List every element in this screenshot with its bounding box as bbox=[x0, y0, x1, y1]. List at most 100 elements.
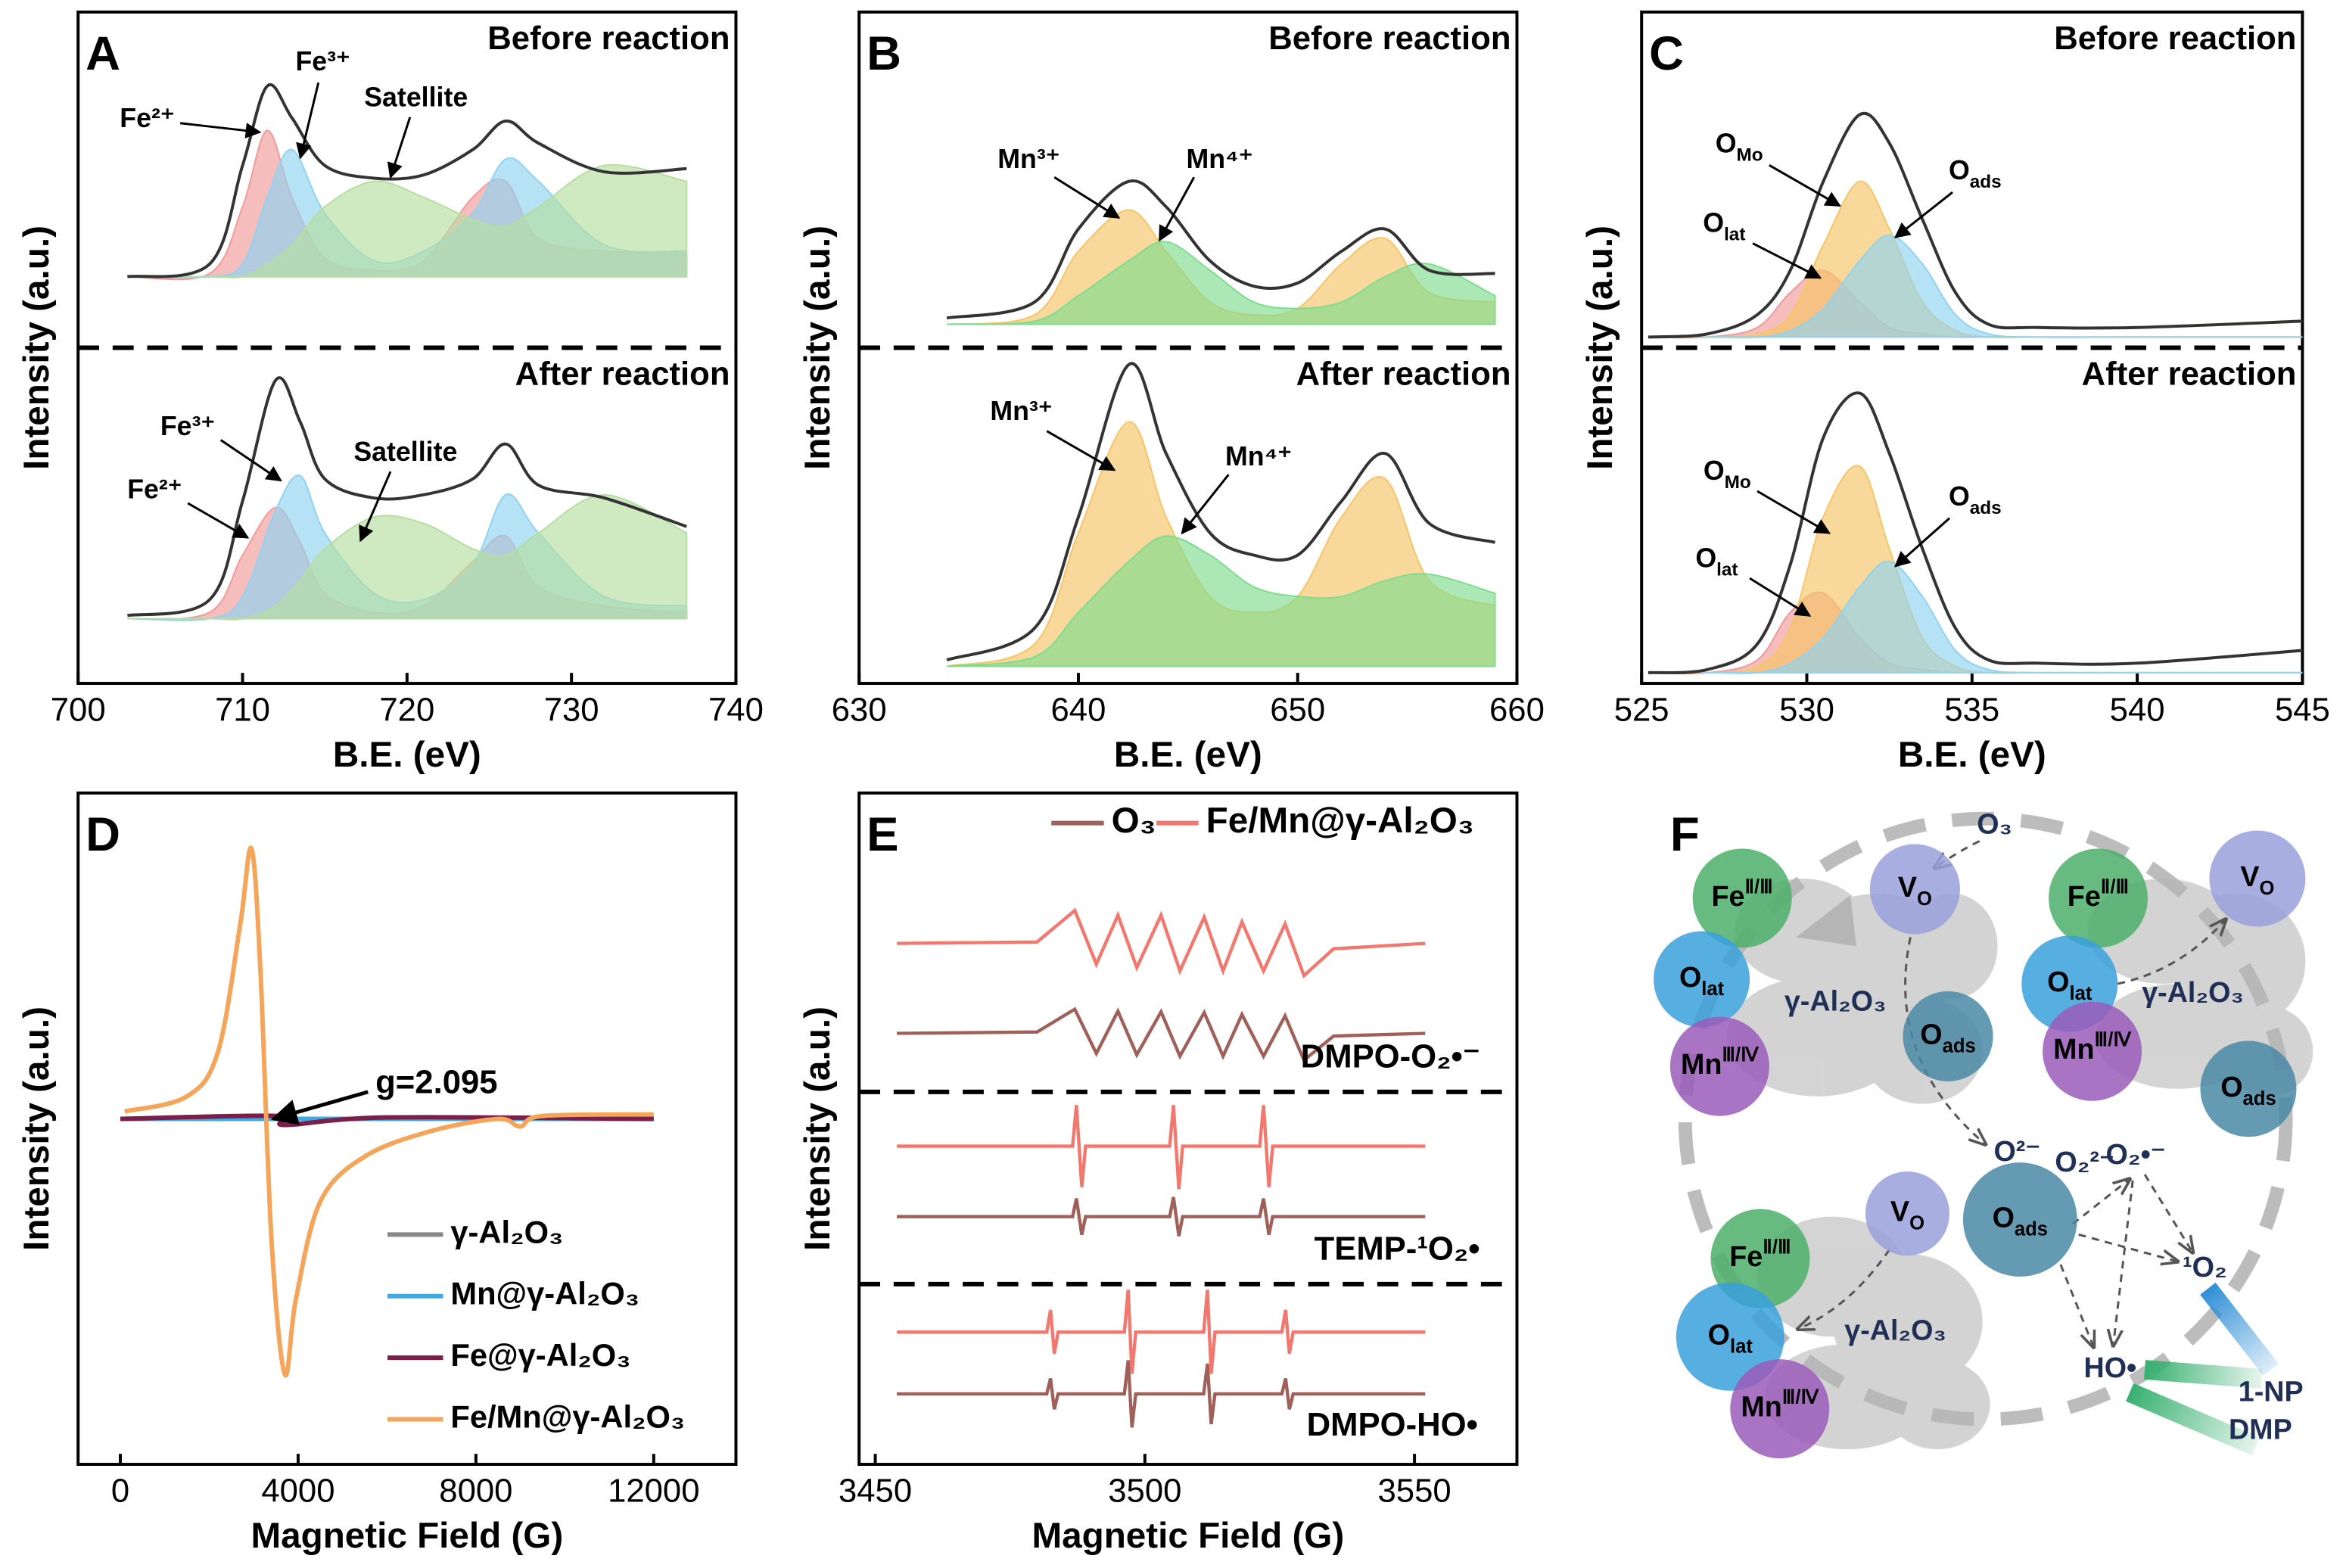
species-label: DMP bbox=[2229, 1413, 2292, 1445]
subplot-title: Before reaction bbox=[1268, 20, 1511, 57]
site-circle bbox=[1962, 1162, 2077, 1277]
peak-label: Fe³⁺ bbox=[160, 411, 215, 441]
label-part: O bbox=[1703, 208, 1724, 238]
label-part: lat bbox=[1730, 1336, 1753, 1357]
x-tick-label: 540 bbox=[2110, 691, 2165, 728]
label-part: O bbox=[1993, 1201, 2015, 1233]
label-part: Mo bbox=[1737, 145, 1763, 165]
y-axis-title: Intensity (a.u.) bbox=[17, 226, 57, 470]
epr-spectrum bbox=[897, 1290, 1426, 1374]
annotation-arrow bbox=[1894, 517, 1951, 568]
site-circle bbox=[1692, 848, 1792, 948]
site-circle bbox=[1869, 844, 1960, 935]
x-tick-label: 545 bbox=[2275, 691, 2330, 728]
legend-label: O₃ bbox=[1112, 801, 1156, 841]
label-part: V bbox=[2240, 860, 2259, 892]
site-circle bbox=[1669, 1016, 1769, 1116]
x-axis-title: B.E. (eV) bbox=[333, 735, 481, 775]
peak-label: Fe²⁺ bbox=[120, 103, 174, 133]
x-tick-label: 630 bbox=[832, 691, 887, 728]
species-label: HO• bbox=[2084, 1352, 2137, 1383]
x-tick-label: 12000 bbox=[608, 1472, 699, 1509]
label-part: O bbox=[1917, 888, 1932, 910]
site-label: FeⅡ/Ⅲ bbox=[2068, 876, 2129, 912]
x-axis-title: Magnetic Field (G) bbox=[250, 1516, 563, 1556]
peak-label: Mn³⁺ bbox=[997, 144, 1059, 174]
site-circle bbox=[1903, 991, 1993, 1081]
species-label: O₂²⁻ bbox=[2055, 1146, 2114, 1178]
spin-adduct-label: DMPO-O₂•⁻ bbox=[1301, 1038, 1480, 1075]
peak-label: Satellite bbox=[353, 437, 457, 467]
annotation-arrow bbox=[270, 1090, 369, 1125]
y-axis-title: Intensity (a.u.) bbox=[17, 1006, 57, 1251]
label-part: Ⅲ/Ⅳ bbox=[1782, 1386, 1820, 1408]
label-part: ads bbox=[1970, 172, 2002, 192]
annotation-arrow bbox=[296, 82, 320, 160]
epr-spectrum bbox=[897, 1360, 1426, 1428]
label-part: Mn bbox=[1681, 1048, 1722, 1080]
x-tick-label: 525 bbox=[1614, 691, 1669, 728]
label-part: ads bbox=[2015, 1218, 2048, 1240]
envelope-line bbox=[946, 362, 1496, 662]
site-circle bbox=[1654, 931, 1750, 1028]
site-label: Oads bbox=[1920, 1018, 1975, 1056]
component-peak bbox=[947, 241, 1496, 325]
envelope-line bbox=[127, 376, 687, 618]
label-part: Ⅱ/Ⅲ bbox=[1744, 876, 1772, 898]
species-label: ¹O₂ bbox=[2183, 1251, 2227, 1283]
thick-arrow bbox=[2144, 1360, 2263, 1389]
annotation-arrow bbox=[219, 439, 282, 482]
component-peak bbox=[1648, 465, 2303, 674]
y-axis-title: Intensity (a.u.) bbox=[798, 1006, 838, 1251]
peak-label: OMo bbox=[1704, 456, 1751, 493]
panel-label: C bbox=[1649, 27, 1684, 80]
label-part: Mn bbox=[1741, 1391, 1781, 1423]
legend-label: Fe/Mn@γ-Al₂O₃ bbox=[450, 1398, 685, 1434]
site-label: MnⅢ/Ⅳ bbox=[2053, 1029, 2132, 1065]
spin-adduct-label: DMPO-HO• bbox=[1307, 1406, 1478, 1443]
label-part: Ⅱ/Ⅲ bbox=[1763, 1237, 1791, 1258]
subplot-title: After reaction bbox=[515, 356, 730, 393]
species-label: O₂•⁻ bbox=[2106, 1138, 2166, 1170]
x-tick-label: 530 bbox=[1779, 691, 1834, 728]
label-part: Mn bbox=[2053, 1033, 2094, 1065]
annotation: g=2.095 bbox=[375, 1063, 497, 1100]
subplot-title: Before reaction bbox=[2054, 20, 2296, 57]
subplot-title: Before reaction bbox=[487, 20, 730, 57]
label-part: lat bbox=[1716, 559, 1738, 580]
site-label: Oads bbox=[2220, 1071, 2276, 1109]
label-part: V bbox=[1890, 1196, 1909, 1227]
x-axis-title: B.E. (eV) bbox=[1898, 735, 2046, 775]
cycle-arrowhead bbox=[1796, 894, 1856, 947]
plot-frame bbox=[857, 791, 1519, 1467]
x-axis-title: Magnetic Field (G) bbox=[1031, 1516, 1344, 1556]
peak-label: Oads bbox=[1949, 481, 2002, 518]
site-circle bbox=[2049, 848, 2148, 948]
site-label: Olat bbox=[1708, 1318, 1753, 1357]
label-part: Ⅲ/Ⅳ bbox=[1722, 1044, 1760, 1066]
site-circle bbox=[1865, 1171, 1950, 1256]
peak-label: Fe³⁺ bbox=[295, 46, 350, 76]
site-circle bbox=[2043, 1001, 2142, 1101]
x-tick-label: 3450 bbox=[839, 1472, 912, 1509]
label-part: V bbox=[1898, 871, 1917, 903]
thick-arrow bbox=[2126, 1383, 2260, 1456]
label-part: O bbox=[1704, 456, 1725, 487]
label-part: O bbox=[1716, 129, 1737, 159]
site-label: Olat bbox=[1679, 961, 1725, 1000]
label-part: Fe bbox=[1711, 880, 1744, 912]
label-part: O bbox=[1695, 543, 1716, 574]
x-tick-label: 4000 bbox=[261, 1472, 334, 1509]
label-part: Ⅱ/Ⅲ bbox=[2101, 876, 2129, 898]
thick-arrow bbox=[2200, 1282, 2279, 1376]
x-tick-label: 740 bbox=[708, 691, 764, 728]
legend-label: Fe@γ-Al₂O₃ bbox=[450, 1337, 630, 1373]
spin-adduct-label: TEMP-¹O₂• bbox=[1315, 1230, 1480, 1268]
epr-spectrum bbox=[897, 1006, 1426, 1063]
x-tick-label: 730 bbox=[544, 691, 599, 728]
site-label: Olat bbox=[2047, 966, 2093, 1004]
site-label: MnⅢ/Ⅳ bbox=[1681, 1044, 1760, 1080]
epr-spectrum bbox=[897, 1196, 1426, 1237]
label-part: lat bbox=[1724, 225, 1745, 245]
